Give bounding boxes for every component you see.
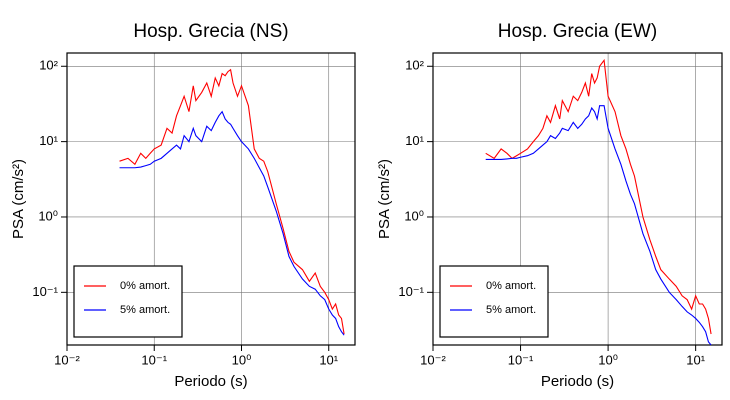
chart-panel: 10⁻² 10⁻¹ 10⁰ 10¹ 10⁻¹ 10⁰ 10¹ 10² Hosp. Grecia …	[376, 21, 723, 390]
series-line	[119, 110, 345, 336]
x-tick-label: 10⁻²	[420, 352, 446, 367]
x-tick-label: 10⁰	[232, 352, 252, 367]
series-line	[119, 68, 345, 335]
x-tick-label: 10⁻²	[54, 352, 80, 367]
x-axis-label: Periodo (s)	[541, 373, 614, 390]
legend-label: 0% amort.	[486, 280, 536, 292]
chart-title: Hosp. Grecia (NS)	[133, 21, 288, 42]
y-tick-label: 10²	[405, 58, 424, 73]
legend-box	[439, 265, 549, 338]
y-tick-label: 10²	[39, 58, 58, 73]
y-tick-label: 10⁰	[38, 208, 58, 223]
x-axis-label: Periodo (s)	[174, 373, 247, 390]
plot-frame	[66, 52, 356, 346]
y-tick-label: 10¹	[405, 133, 424, 148]
y-tick-label: 10¹	[39, 133, 58, 148]
legend-label: 5% amort.	[120, 304, 170, 316]
legend-label: 0% amort.	[120, 280, 170, 292]
x-tick-label: 10¹	[319, 352, 338, 367]
chart-title: Hosp. Grecia (EW)	[498, 21, 657, 42]
chart-panel: 10⁻² 10⁻¹ 10⁰ 10¹ 10⁻¹ 10⁰ 10¹ 10² Hosp. Grecia …	[10, 21, 356, 390]
series-line	[485, 105, 712, 346]
legend-label: 5% amort.	[486, 304, 536, 316]
x-tick-label: 10⁻¹	[508, 352, 534, 367]
x-tick-label: 10¹	[686, 352, 705, 367]
y-axis-label: PSA (cm/s²)	[10, 159, 27, 239]
legend-box	[73, 265, 183, 338]
plot-frame	[432, 52, 723, 346]
series-line	[485, 58, 712, 335]
y-tick-label: 10⁻¹	[398, 284, 424, 299]
y-tick-label: 10⁻¹	[32, 284, 58, 299]
y-axis-label: PSA (cm/s²)	[376, 159, 393, 239]
y-tick-label: 10⁰	[404, 208, 424, 223]
x-tick-label: 10⁻¹	[141, 352, 167, 367]
x-tick-label: 10⁰	[598, 352, 618, 367]
